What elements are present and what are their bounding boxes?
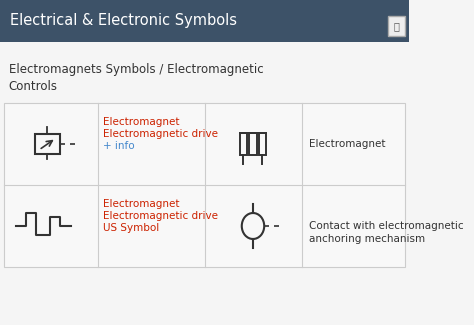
Bar xyxy=(249,133,257,155)
Text: Electrical & Electronic Symbols: Electrical & Electronic Symbols xyxy=(10,14,237,29)
Bar xyxy=(388,16,405,36)
Bar xyxy=(259,133,266,155)
Text: Contact with electromagnetic
anchoring mechanism: Contact with electromagnetic anchoring m… xyxy=(309,221,464,244)
Text: 🔍: 🔍 xyxy=(393,21,399,31)
Text: + info: + info xyxy=(103,141,134,151)
Bar xyxy=(0,0,409,42)
Text: Electromagnet: Electromagnet xyxy=(309,139,386,149)
Bar xyxy=(36,134,60,154)
Text: Electromagnetic drive: Electromagnetic drive xyxy=(103,211,218,221)
Text: Electromagnet: Electromagnet xyxy=(103,117,179,127)
Text: US Symbol: US Symbol xyxy=(103,223,159,233)
Text: Electromagnets Symbols / Electromagnetic
Controls: Electromagnets Symbols / Electromagnetic… xyxy=(9,63,263,93)
Bar xyxy=(240,133,247,155)
Text: Electromagnetic drive: Electromagnetic drive xyxy=(103,129,218,139)
Bar xyxy=(4,103,405,267)
Text: Electromagnet: Electromagnet xyxy=(103,199,179,209)
